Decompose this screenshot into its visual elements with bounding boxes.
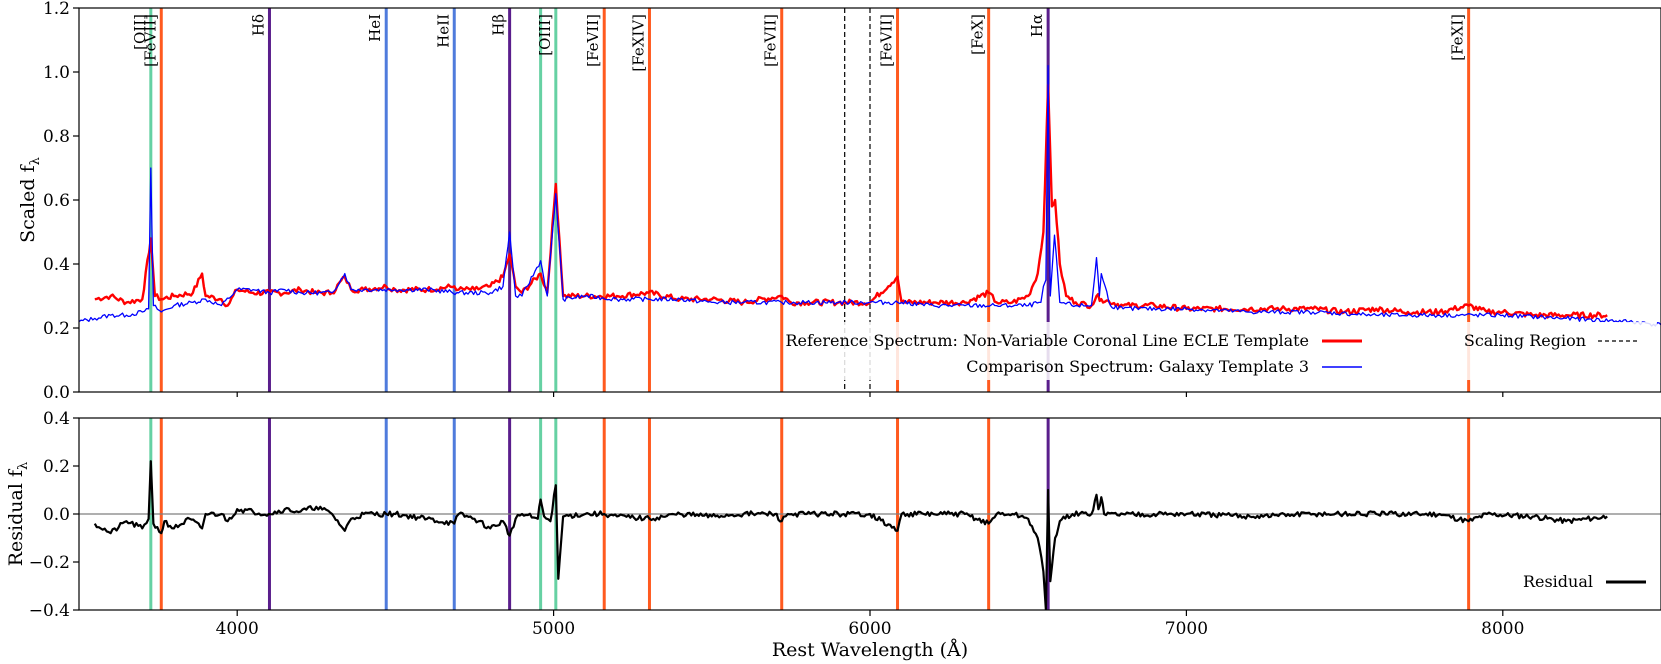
x-tick-label: 7000: [1165, 619, 1208, 639]
y-tick-label: −0.4: [29, 601, 70, 621]
x-axis-label: Rest Wavelength (Å): [772, 639, 968, 661]
y-tick-label: 0.4: [43, 255, 70, 275]
y-tick-label: 0.6: [43, 191, 70, 211]
top-y-ticks: 0.0 0.2 0.4 0.6 0.8 1.0 1.2: [43, 0, 79, 403]
line-marker-label: [FeX]: [969, 14, 987, 55]
bottom-legend: Residual: [1523, 572, 1646, 591]
bottom-x-ticks: 4000 5000 6000 7000 8000: [216, 610, 1524, 639]
line-marker-label: HeII: [434, 14, 452, 48]
top-panel: [OII][FeVII] Hδ HeI HeII Hβ [OIII] [FeVII] [FeX…: [17, 0, 1661, 403]
y-tick-label: 0.8: [43, 127, 70, 147]
y-tick-label: −0.2: [29, 553, 70, 573]
comparison-spectrum-line: [79, 64, 1661, 327]
top-legend-box: [838, 322, 1657, 380]
x-tick-label: 8000: [1481, 619, 1524, 639]
y-tick-label: 0.0: [43, 383, 70, 403]
legend-label-comparison: Comparison Spectrum: Galaxy Template 3: [966, 357, 1309, 376]
line-marker-label: Hβ: [490, 14, 508, 36]
y-tick-label: 0.0: [43, 505, 70, 525]
y-tick-label: 1.2: [43, 0, 70, 19]
legend-label-residual: Residual: [1523, 572, 1593, 591]
line-marker-label: [FeVII]: [762, 14, 780, 67]
y-tick-label: 0.4: [43, 409, 70, 429]
line-marker-label: [OIII]: [536, 14, 554, 56]
top-y-axis-label: Scaled fλ: [17, 157, 43, 243]
y-tick-label: 0.2: [43, 457, 70, 477]
reference-spectrum-line: [94, 83, 1608, 320]
top-series-group: [79, 64, 1661, 327]
y-tick-label: 0.2: [43, 319, 70, 339]
line-marker-label: [FeVII]: [141, 14, 159, 67]
line-marker-label: Hδ: [249, 14, 267, 36]
line-marker-label: HeI: [366, 14, 384, 42]
line-marker-label: [OII]: [131, 14, 149, 50]
x-tick-label: 5000: [532, 619, 575, 639]
line-marker-label: [FeXIV]: [629, 14, 647, 72]
bottom-y-axis-label: Residual fλ: [5, 462, 31, 567]
bottom-panel: −0.4 −0.2 0.0 0.2 0.4 4000 5000 6000 7000 8000 R…: [5, 409, 1661, 661]
bottom-series-group: [93, 460, 1608, 610]
line-marker-labels: [OII][FeVII] Hδ HeI HeII Hβ [OIII] [FeVII] [FeX…: [131, 14, 1467, 72]
top-x-ticks: [236, 392, 1504, 397]
x-tick-label: 4000: [216, 619, 259, 639]
top-legend: Reference Spectrum: Non-Variable Coronal…: [785, 322, 1657, 380]
y-tick-label: 1.0: [43, 63, 70, 83]
line-marker-label: [FeVII]: [878, 14, 896, 67]
x-tick-label: 6000: [848, 619, 891, 639]
line-marker-label: [FeXI]: [1449, 14, 1467, 61]
legend-label-reference: Reference Spectrum: Non-Variable Coronal…: [785, 331, 1309, 350]
bottom-y-ticks: −0.4 −0.2 0.0 0.2 0.4: [29, 409, 79, 621]
legend-label-scaling-region: Scaling Region: [1464, 331, 1586, 350]
residual-line: [93, 460, 1608, 610]
line-marker-label: [FeVII]: [584, 14, 602, 67]
line-marker-label: Hα: [1028, 14, 1046, 37]
